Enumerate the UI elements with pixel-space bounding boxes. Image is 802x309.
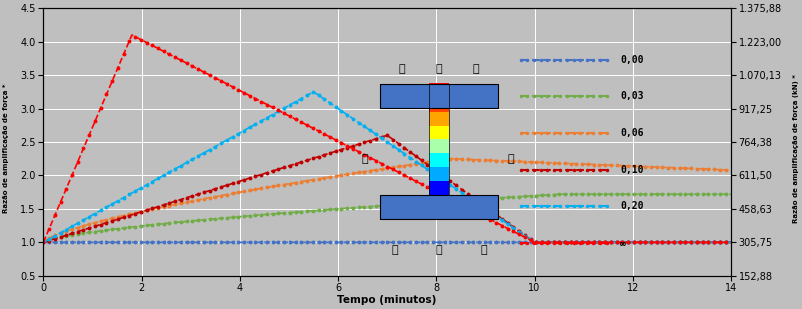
Text: 🔥: 🔥 bbox=[435, 245, 443, 255]
Text: 0,03: 0,03 bbox=[620, 91, 644, 101]
Text: 🔥: 🔥 bbox=[507, 154, 513, 164]
Text: 0,10: 0,10 bbox=[620, 165, 644, 175]
Text: 0,00: 0,00 bbox=[620, 55, 644, 65]
Text: 🔥: 🔥 bbox=[480, 245, 487, 255]
Bar bbox=[429, 97, 449, 112]
Text: 0,20: 0,20 bbox=[620, 201, 644, 211]
Bar bbox=[429, 167, 449, 181]
Bar bbox=[380, 84, 498, 108]
Text: Razão de amplificação de força (kN) *: Razão de amplificação de força (kN) * bbox=[792, 74, 799, 223]
Text: 🔥: 🔥 bbox=[399, 65, 405, 74]
Bar bbox=[380, 195, 498, 219]
Bar bbox=[429, 153, 449, 167]
Text: 🔥: 🔥 bbox=[435, 65, 443, 74]
Text: 🔥: 🔥 bbox=[473, 65, 480, 74]
Bar bbox=[429, 84, 449, 195]
Text: ∞: ∞ bbox=[620, 238, 626, 248]
Text: 🔥: 🔥 bbox=[362, 154, 368, 164]
Bar bbox=[429, 139, 449, 153]
Bar bbox=[429, 111, 449, 125]
Text: Razão de amplificação de força *: Razão de amplificação de força * bbox=[3, 83, 10, 213]
Text: 0,06: 0,06 bbox=[620, 128, 644, 138]
X-axis label: Tempo (minutos): Tempo (minutos) bbox=[338, 295, 437, 305]
Text: 🔥: 🔥 bbox=[391, 245, 398, 255]
Bar bbox=[429, 83, 449, 98]
Bar bbox=[429, 180, 449, 195]
Bar bbox=[429, 125, 449, 139]
